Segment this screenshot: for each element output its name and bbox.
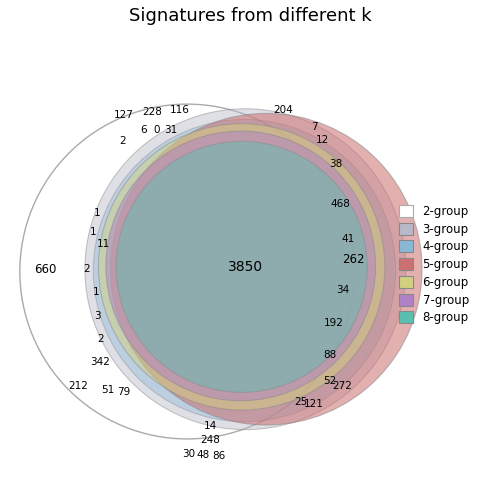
- Title: Signatures from different k: Signatures from different k: [129, 7, 371, 25]
- Text: 2: 2: [97, 334, 104, 344]
- Text: 0: 0: [154, 124, 160, 135]
- Text: 468: 468: [331, 199, 351, 209]
- Text: 31: 31: [164, 124, 177, 135]
- Text: 7: 7: [311, 122, 318, 133]
- Text: 6: 6: [140, 124, 146, 135]
- Text: 272: 272: [332, 382, 352, 392]
- Text: 3850: 3850: [228, 260, 263, 274]
- Text: 79: 79: [117, 388, 130, 398]
- Text: 1: 1: [94, 209, 101, 218]
- Text: 11: 11: [97, 238, 110, 248]
- Text: 25: 25: [294, 397, 308, 407]
- Text: 48: 48: [197, 450, 210, 460]
- Text: 88: 88: [324, 350, 337, 360]
- Text: 34: 34: [336, 285, 350, 295]
- Text: 262: 262: [342, 254, 364, 267]
- Text: 212: 212: [68, 382, 88, 392]
- Text: 1: 1: [92, 287, 99, 297]
- Text: 14: 14: [204, 421, 217, 431]
- Text: 192: 192: [324, 318, 344, 328]
- Text: 41: 41: [341, 234, 354, 244]
- Legend: 2-group, 3-group, 4-group, 5-group, 6-group, 7-group, 8-group: 2-group, 3-group, 4-group, 5-group, 6-gr…: [396, 201, 472, 328]
- Text: 342: 342: [90, 357, 110, 367]
- Text: 52: 52: [324, 376, 337, 386]
- Text: 121: 121: [304, 399, 324, 409]
- Text: 38: 38: [330, 159, 343, 169]
- Text: 2: 2: [83, 264, 90, 274]
- Circle shape: [85, 109, 406, 429]
- Text: 12: 12: [316, 135, 329, 145]
- Text: 116: 116: [169, 105, 190, 115]
- Circle shape: [116, 141, 367, 393]
- Text: 204: 204: [274, 105, 293, 115]
- Text: 127: 127: [113, 110, 134, 120]
- Text: 30: 30: [182, 449, 195, 459]
- Circle shape: [106, 131, 375, 401]
- Text: 86: 86: [212, 451, 225, 461]
- Circle shape: [93, 119, 396, 422]
- Text: 660: 660: [34, 263, 56, 276]
- Text: 3: 3: [94, 310, 101, 321]
- Circle shape: [110, 113, 422, 425]
- Text: 248: 248: [201, 435, 220, 446]
- Circle shape: [98, 123, 385, 410]
- Text: 2: 2: [119, 136, 125, 146]
- Text: 1: 1: [90, 227, 96, 237]
- Text: 228: 228: [143, 107, 162, 117]
- Text: 51: 51: [102, 385, 115, 395]
